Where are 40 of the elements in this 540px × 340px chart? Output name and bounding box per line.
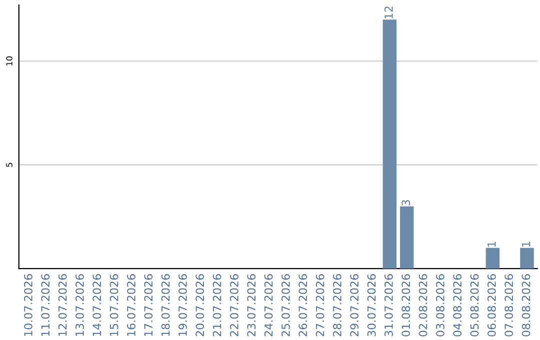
x-tick-label: 04.08.2026 (453, 274, 462, 336)
x-tick-label: 22.07.2026 (230, 274, 238, 336)
x-tick-label: 12.07.2026 (58, 274, 67, 336)
x-tick-label: 20.07.2026 (196, 274, 204, 336)
x-tick-label: 23.07.2026 (247, 274, 256, 336)
x-tick-label: 06.08.2026 (487, 274, 496, 336)
x-tick-label: 11.07.2026 (41, 274, 50, 336)
x-tick-label: 17.07.2026 (144, 274, 153, 336)
y-tick-label: 10 (6, 56, 12, 66)
x-tick-label: 05.08.2026 (470, 274, 479, 336)
x-tick-label: 24.07.2026 (264, 274, 273, 336)
data-label: 1 (522, 242, 530, 247)
x-tick-label: 18.07.2026 (161, 274, 170, 336)
y-tick-label: 5 (6, 162, 12, 167)
x-tick-label: 13.07.2026 (76, 274, 84, 336)
x-tick-label: 14.07.2026 (92, 274, 102, 336)
x-tick-label: 02.08.2026 (418, 274, 428, 336)
x-tick-label: 19.07.2026 (178, 274, 187, 336)
x-tick-label: 16.07.2026 (127, 274, 136, 336)
x-tick-label: 29.07.2026 (350, 274, 359, 336)
data-label: 1 (488, 242, 496, 247)
x-tick-label: 28.07.2026 (333, 274, 342, 336)
x-tick-label: 15.07.2026 (110, 274, 118, 336)
x-tick-label: 08.08.2026 (522, 274, 530, 336)
bar (520, 248, 534, 269)
x-tick-label: 01.08.2026 (402, 274, 410, 336)
bar (400, 206, 414, 269)
bar (382, 20, 397, 269)
data-label: 3 (402, 200, 410, 206)
x-tick-label: 30.07.2026 (367, 274, 376, 336)
x-tick-label: 21.07.2026 (212, 274, 222, 336)
x-tick-label: 26.07.2026 (298, 274, 308, 336)
x-tick-label: 07.08.2026 (504, 274, 514, 336)
x-tick-label: 03.08.2026 (436, 274, 444, 336)
x-tick-label: 10.07.2026 (24, 274, 32, 336)
data-label: 12 (384, 6, 393, 18)
bar (486, 248, 500, 269)
x-tick-label: 27.07.2026 (316, 274, 324, 336)
x-tick-label: 31.07.2026 (384, 274, 393, 336)
x-tick-label: 25.07.2026 (282, 274, 290, 336)
